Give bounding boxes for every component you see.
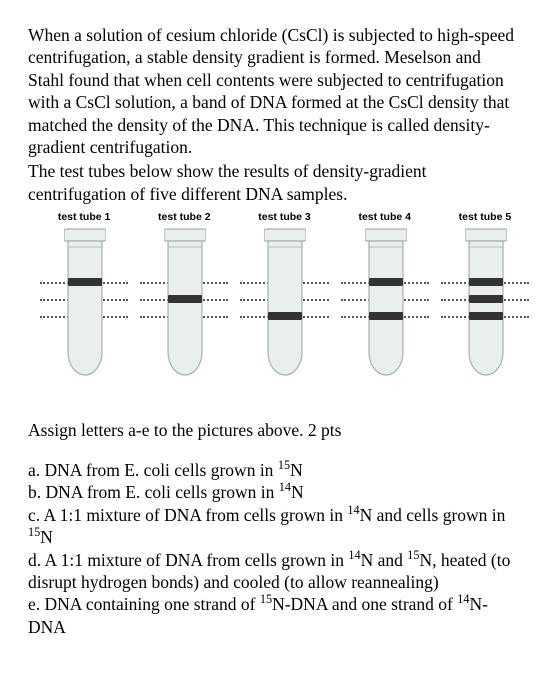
sup-15: 15	[260, 592, 272, 606]
tube-svg	[365, 227, 407, 377]
dna-band	[68, 278, 102, 286]
tube-label: test tube 4	[351, 211, 419, 224]
option-d: d. A 1:1 mixture of DNA from cells grown…	[28, 549, 519, 594]
test-tube	[351, 227, 419, 377]
dna-band	[369, 312, 403, 320]
dna-band	[168, 295, 202, 303]
opt-b-post: N	[291, 482, 304, 502]
option-b: b. DNA from E. coli cells grown in 14N	[28, 481, 519, 503]
sup-15: 15	[28, 525, 40, 539]
dna-band	[469, 295, 503, 303]
test-tube	[50, 227, 118, 377]
option-a: a. DNA from E. coli cells grown in 15N	[28, 459, 519, 481]
tube-labels-row: test tube 1 test tube 2 test tube 3 test…	[28, 211, 519, 224]
tube-label: test tube 1	[50, 211, 118, 224]
opt-d-mid: N and	[361, 550, 408, 570]
sup-14: 14	[347, 503, 359, 517]
opt-b-pre: b. DNA from E. coli cells grown in	[28, 482, 279, 502]
sup-14: 14	[457, 592, 469, 606]
sup-15: 15	[278, 458, 290, 472]
opt-c-pre: c. A 1:1 mixture of DNA from cells grown…	[28, 505, 347, 525]
dna-band	[469, 278, 503, 286]
test-tube	[451, 227, 519, 377]
assign-text: Assign letters a-e to the pictures above…	[28, 419, 519, 441]
sup-14: 14	[279, 481, 291, 495]
opt-e-mid: N-DNA and one strand of	[272, 594, 457, 614]
opt-a-post: N	[290, 460, 303, 480]
sup-15: 15	[407, 548, 419, 562]
tube-label: test tube 5	[451, 211, 519, 224]
opt-e-pre: e. DNA containing one strand of	[28, 594, 260, 614]
sup-14: 14	[348, 548, 360, 562]
intro-text-2: The test tubes below show the results of…	[28, 160, 519, 205]
dna-band	[369, 278, 403, 286]
tube-svg	[264, 227, 306, 377]
opt-a-pre: a. DNA from E. coli cells grown in	[28, 460, 278, 480]
tube-svg	[64, 227, 106, 377]
tube-label: test tube 3	[250, 211, 318, 224]
dna-band	[469, 312, 503, 320]
tubes-row	[28, 227, 519, 377]
opt-c-mid: N and cells grown in	[360, 505, 506, 525]
option-c: c. A 1:1 mixture of DNA from cells grown…	[28, 504, 519, 549]
option-e: e. DNA containing one strand of 15N-DNA …	[28, 593, 519, 638]
test-tube	[250, 227, 318, 377]
test-tube	[150, 227, 218, 377]
dna-band	[268, 312, 302, 320]
opt-c-post: N	[40, 527, 53, 547]
intro-text-1: When a solution of cesium chloride (CsCl…	[28, 24, 519, 158]
opt-d-pre: d. A 1:1 mixture of DNA from cells grown…	[28, 550, 348, 570]
tube-label: test tube 2	[150, 211, 218, 224]
